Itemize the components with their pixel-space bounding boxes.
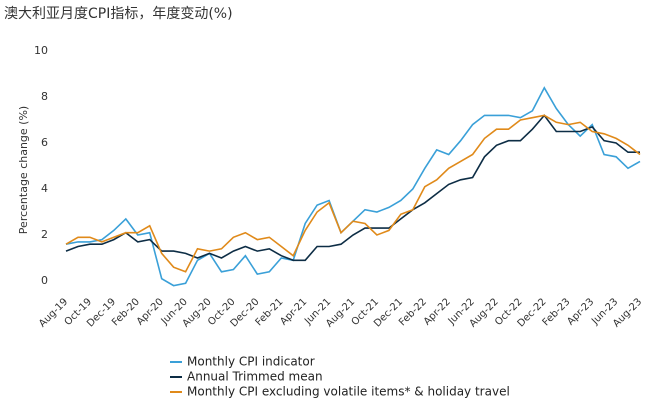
x-tick-label: Apr-20 <box>135 296 166 327</box>
y-tick-label: 10 <box>34 44 48 57</box>
y-tick-label: 2 <box>41 228 48 241</box>
y-axis-label: Percentage change (%) <box>17 106 30 234</box>
y-tick-label: 6 <box>41 136 48 149</box>
series-line <box>65 114 641 273</box>
legend-label: Monthly CPI indicator <box>187 355 315 369</box>
series-line <box>65 86 641 287</box>
x-tick-label: Apr-23 <box>565 296 596 327</box>
x-tick-label: Apr-21 <box>278 296 309 327</box>
x-tick-label: Apr-22 <box>422 296 453 327</box>
chart-title: 澳大利亚月度CPI指标，年度变动(%) <box>4 6 233 22</box>
legend-label: Monthly CPI excluding volatile items* & … <box>187 385 510 399</box>
legend-label: Annual Trimmed mean <box>187 370 323 384</box>
y-tick-label: 8 <box>41 90 48 103</box>
y-tick-label: 4 <box>41 182 48 195</box>
x-tick-label: Aug-19 <box>37 296 70 329</box>
y-tick-label: 0 <box>41 274 48 287</box>
series-line <box>65 114 640 262</box>
